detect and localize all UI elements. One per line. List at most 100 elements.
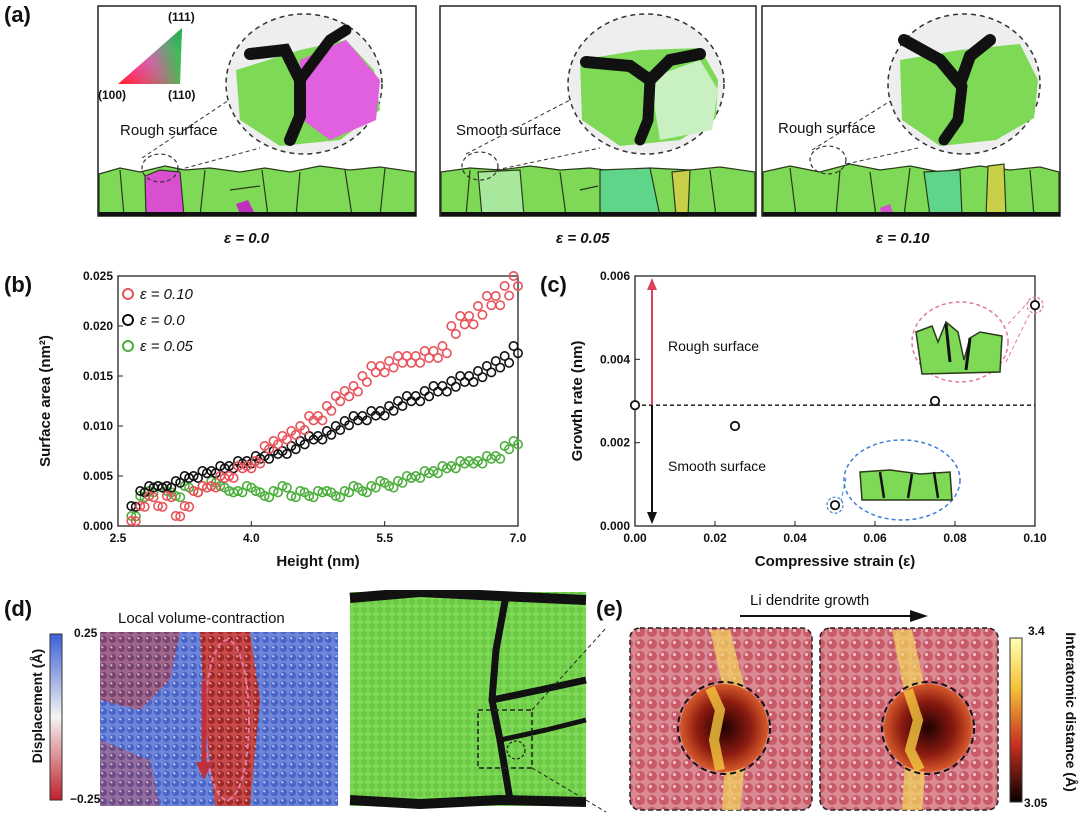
data-point-b bbox=[450, 463, 461, 474]
data-point-c bbox=[729, 420, 741, 432]
data-point-b bbox=[286, 491, 297, 502]
y-tick-label-b: 0.025 bbox=[83, 269, 113, 283]
rough-inset-leader bbox=[1007, 300, 1030, 325]
rough-arrow-head bbox=[647, 278, 657, 290]
data-point-b bbox=[161, 481, 172, 492]
data-point-b bbox=[153, 501, 164, 512]
y-tick-label-b: 0.000 bbox=[83, 519, 113, 533]
data-point-b bbox=[464, 310, 475, 321]
data-point-b bbox=[344, 391, 355, 402]
data-point-b bbox=[441, 386, 452, 397]
data-point-b bbox=[144, 491, 155, 502]
x-tick-label-c: 0.06 bbox=[863, 531, 887, 545]
data-point-b bbox=[277, 481, 288, 492]
data-point-b bbox=[272, 439, 283, 450]
data-point-b bbox=[486, 367, 497, 378]
data-point-c bbox=[929, 395, 941, 407]
surface-label-3: Rough surface bbox=[778, 120, 876, 137]
data-point-b bbox=[157, 501, 168, 512]
data-point-b bbox=[188, 486, 199, 497]
dendrite-growth-label: Li dendrite growth bbox=[750, 592, 870, 609]
panel-e-figure bbox=[629, 610, 1023, 811]
data-point-b bbox=[326, 429, 337, 440]
data-point-b bbox=[490, 356, 501, 367]
data-point-b bbox=[290, 429, 301, 440]
data-point-b bbox=[304, 491, 315, 502]
data-point-b bbox=[184, 501, 195, 512]
data-point-b bbox=[339, 386, 350, 397]
data-point-b bbox=[512, 348, 523, 359]
distance-colorbar bbox=[1009, 637, 1023, 803]
data-point-b bbox=[281, 482, 292, 493]
data-point-b bbox=[415, 396, 426, 407]
data-point-b bbox=[486, 300, 497, 311]
triangle-label-110: (110) bbox=[168, 88, 196, 102]
panel-d-figure bbox=[49, 590, 607, 813]
x-axis-label-c: Compressive strain (ε) bbox=[755, 553, 916, 570]
data-point-b bbox=[135, 486, 146, 497]
data-point-b bbox=[379, 410, 390, 421]
surface-label-2: Smooth surface bbox=[456, 122, 562, 139]
data-point-b bbox=[326, 405, 337, 416]
y-axis-label-b: Surface area (nm²) bbox=[37, 335, 54, 467]
data-point-b bbox=[499, 280, 510, 291]
panel-a-letter: (a) bbox=[4, 2, 31, 27]
displacement-colorbar-min: −0.25 bbox=[70, 792, 101, 806]
data-point-b bbox=[264, 444, 275, 455]
data-point-b bbox=[299, 425, 310, 436]
data-point-b bbox=[264, 453, 275, 464]
data-point-b bbox=[508, 271, 519, 281]
data-point-b bbox=[206, 476, 217, 487]
x-tick-label-c: 0.00 bbox=[623, 531, 647, 545]
grain-strip-3 bbox=[762, 163, 1060, 217]
x-tick-label-c: 0.04 bbox=[783, 531, 807, 545]
strain-label-2: ε = 0.05 bbox=[556, 230, 610, 247]
data-point-b bbox=[179, 501, 190, 512]
data-point-b bbox=[299, 439, 310, 450]
x-tick-label-c: 0.10 bbox=[1023, 531, 1047, 545]
panel-b-letter: (b) bbox=[4, 272, 33, 297]
data-point-b bbox=[255, 458, 266, 469]
smooth-inset-boundary bbox=[878, 471, 940, 499]
surface-label-1: Rough surface bbox=[120, 122, 218, 139]
data-point-b bbox=[441, 348, 452, 359]
smooth-surface-label: Smooth surface bbox=[668, 458, 767, 474]
x-tick-label-b: 4.0 bbox=[243, 531, 260, 545]
smooth-point-ring bbox=[826, 496, 844, 514]
data-point-b bbox=[477, 372, 488, 383]
data-point-b bbox=[241, 481, 252, 492]
data-point-c bbox=[629, 400, 641, 411]
displacement-colorbar bbox=[49, 633, 63, 801]
data-point-b bbox=[366, 481, 377, 492]
data-point-b bbox=[348, 381, 359, 392]
data-point-b bbox=[281, 434, 292, 445]
data-point-b bbox=[468, 377, 479, 388]
grain-strip-1 bbox=[98, 165, 416, 217]
legend-marker-b bbox=[122, 288, 134, 300]
data-point-b bbox=[392, 476, 403, 487]
data-point-b bbox=[344, 420, 355, 431]
data-point-b bbox=[432, 353, 443, 364]
data-point-b bbox=[388, 482, 399, 493]
data-point-b bbox=[175, 511, 186, 522]
y-tick-label-b: 0.005 bbox=[83, 469, 113, 483]
strain-label-3: ε = 0.10 bbox=[876, 230, 930, 247]
triangle-label-111: (111) bbox=[168, 10, 195, 24]
data-point-b bbox=[508, 341, 519, 352]
data-point-b bbox=[148, 492, 159, 503]
data-point-b bbox=[499, 351, 510, 362]
rough-surface-label: Rough surface bbox=[668, 338, 760, 354]
data-point-b bbox=[317, 434, 328, 445]
y-tick-label-c: 0.000 bbox=[600, 519, 630, 533]
data-point-b bbox=[481, 290, 492, 301]
data-point-b bbox=[388, 405, 399, 416]
data-point-b bbox=[504, 444, 515, 455]
rough-inset-grain bbox=[915, 320, 1003, 375]
panel-a-figure bbox=[97, 5, 1061, 217]
data-point-b bbox=[450, 329, 461, 340]
data-point-b bbox=[339, 486, 350, 497]
data-point-b bbox=[161, 491, 172, 502]
smooth-arrow-head bbox=[647, 512, 657, 524]
data-point-b bbox=[490, 290, 501, 301]
data-point-b bbox=[135, 501, 146, 512]
